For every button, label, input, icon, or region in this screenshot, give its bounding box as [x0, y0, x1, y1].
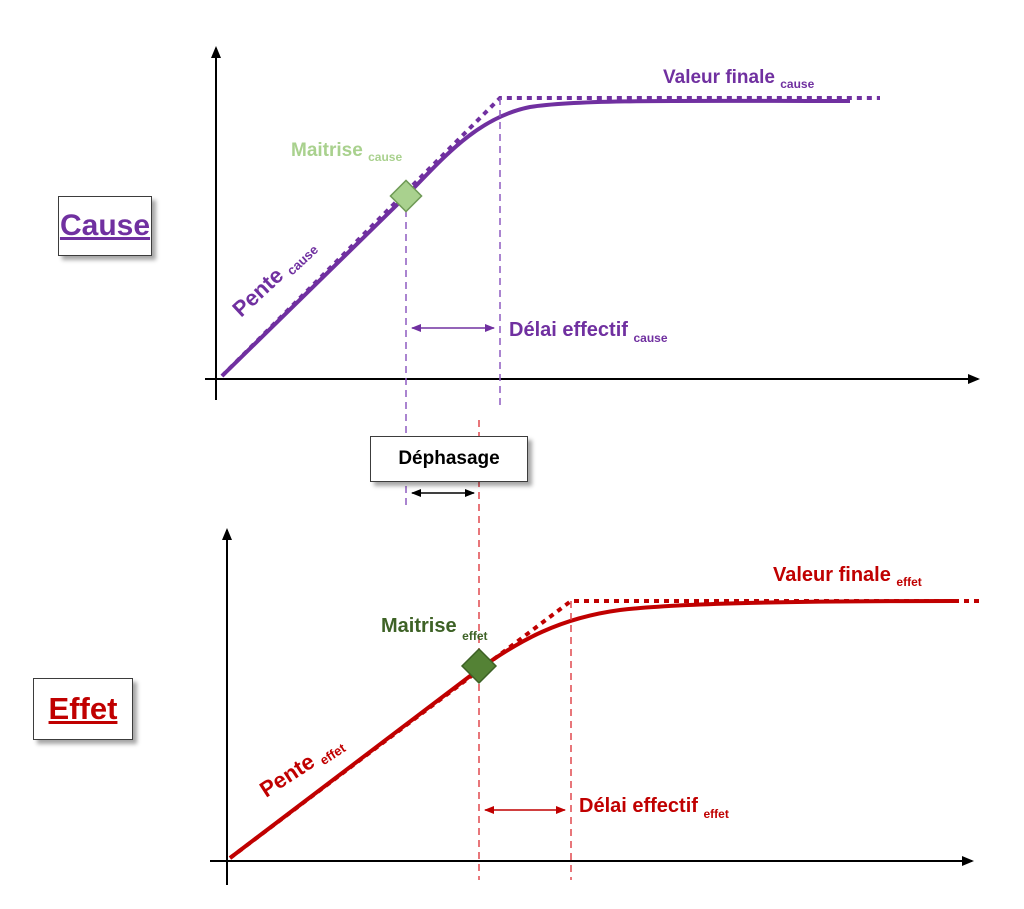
effet-box: Effet	[33, 678, 133, 740]
dephasage-box: Déphasage	[370, 436, 528, 482]
cause-curve	[220, 98, 851, 378]
effet-asymptote-line	[228, 599, 980, 860]
effet-maitrise-marker	[460, 647, 498, 685]
effet-pente-label: Pente effet	[255, 730, 349, 804]
cause-maitrise-label: Maitrise cause	[291, 140, 402, 164]
effet-box-label: Effet	[48, 691, 118, 726]
effet-valeur-finale-label: Valeur finale effet	[773, 564, 922, 589]
cause-box-label: Cause	[59, 209, 151, 242]
dephasage-box-label: Déphasage	[398, 448, 500, 469]
cause-pente-label: Pente cause	[227, 233, 321, 323]
cause-maitrise-marker	[389, 179, 423, 213]
cause-valeur-finale-label: Valeur finale cause	[663, 67, 815, 91]
cause-chart: Valeur finale cause Maitrise cause Pente…	[205, 46, 980, 505]
effet-delai-label: Délai effectif effet	[579, 795, 729, 821]
effet-curve	[228, 599, 956, 860]
cause-delai-label: Délai effectif cause	[509, 319, 668, 345]
effet-chart: Valeur finale effet Maitrise effet Pente…	[210, 420, 980, 885]
effet-maitrise-label: Maitrise effet	[381, 615, 488, 643]
cause-box: Cause	[58, 196, 152, 256]
